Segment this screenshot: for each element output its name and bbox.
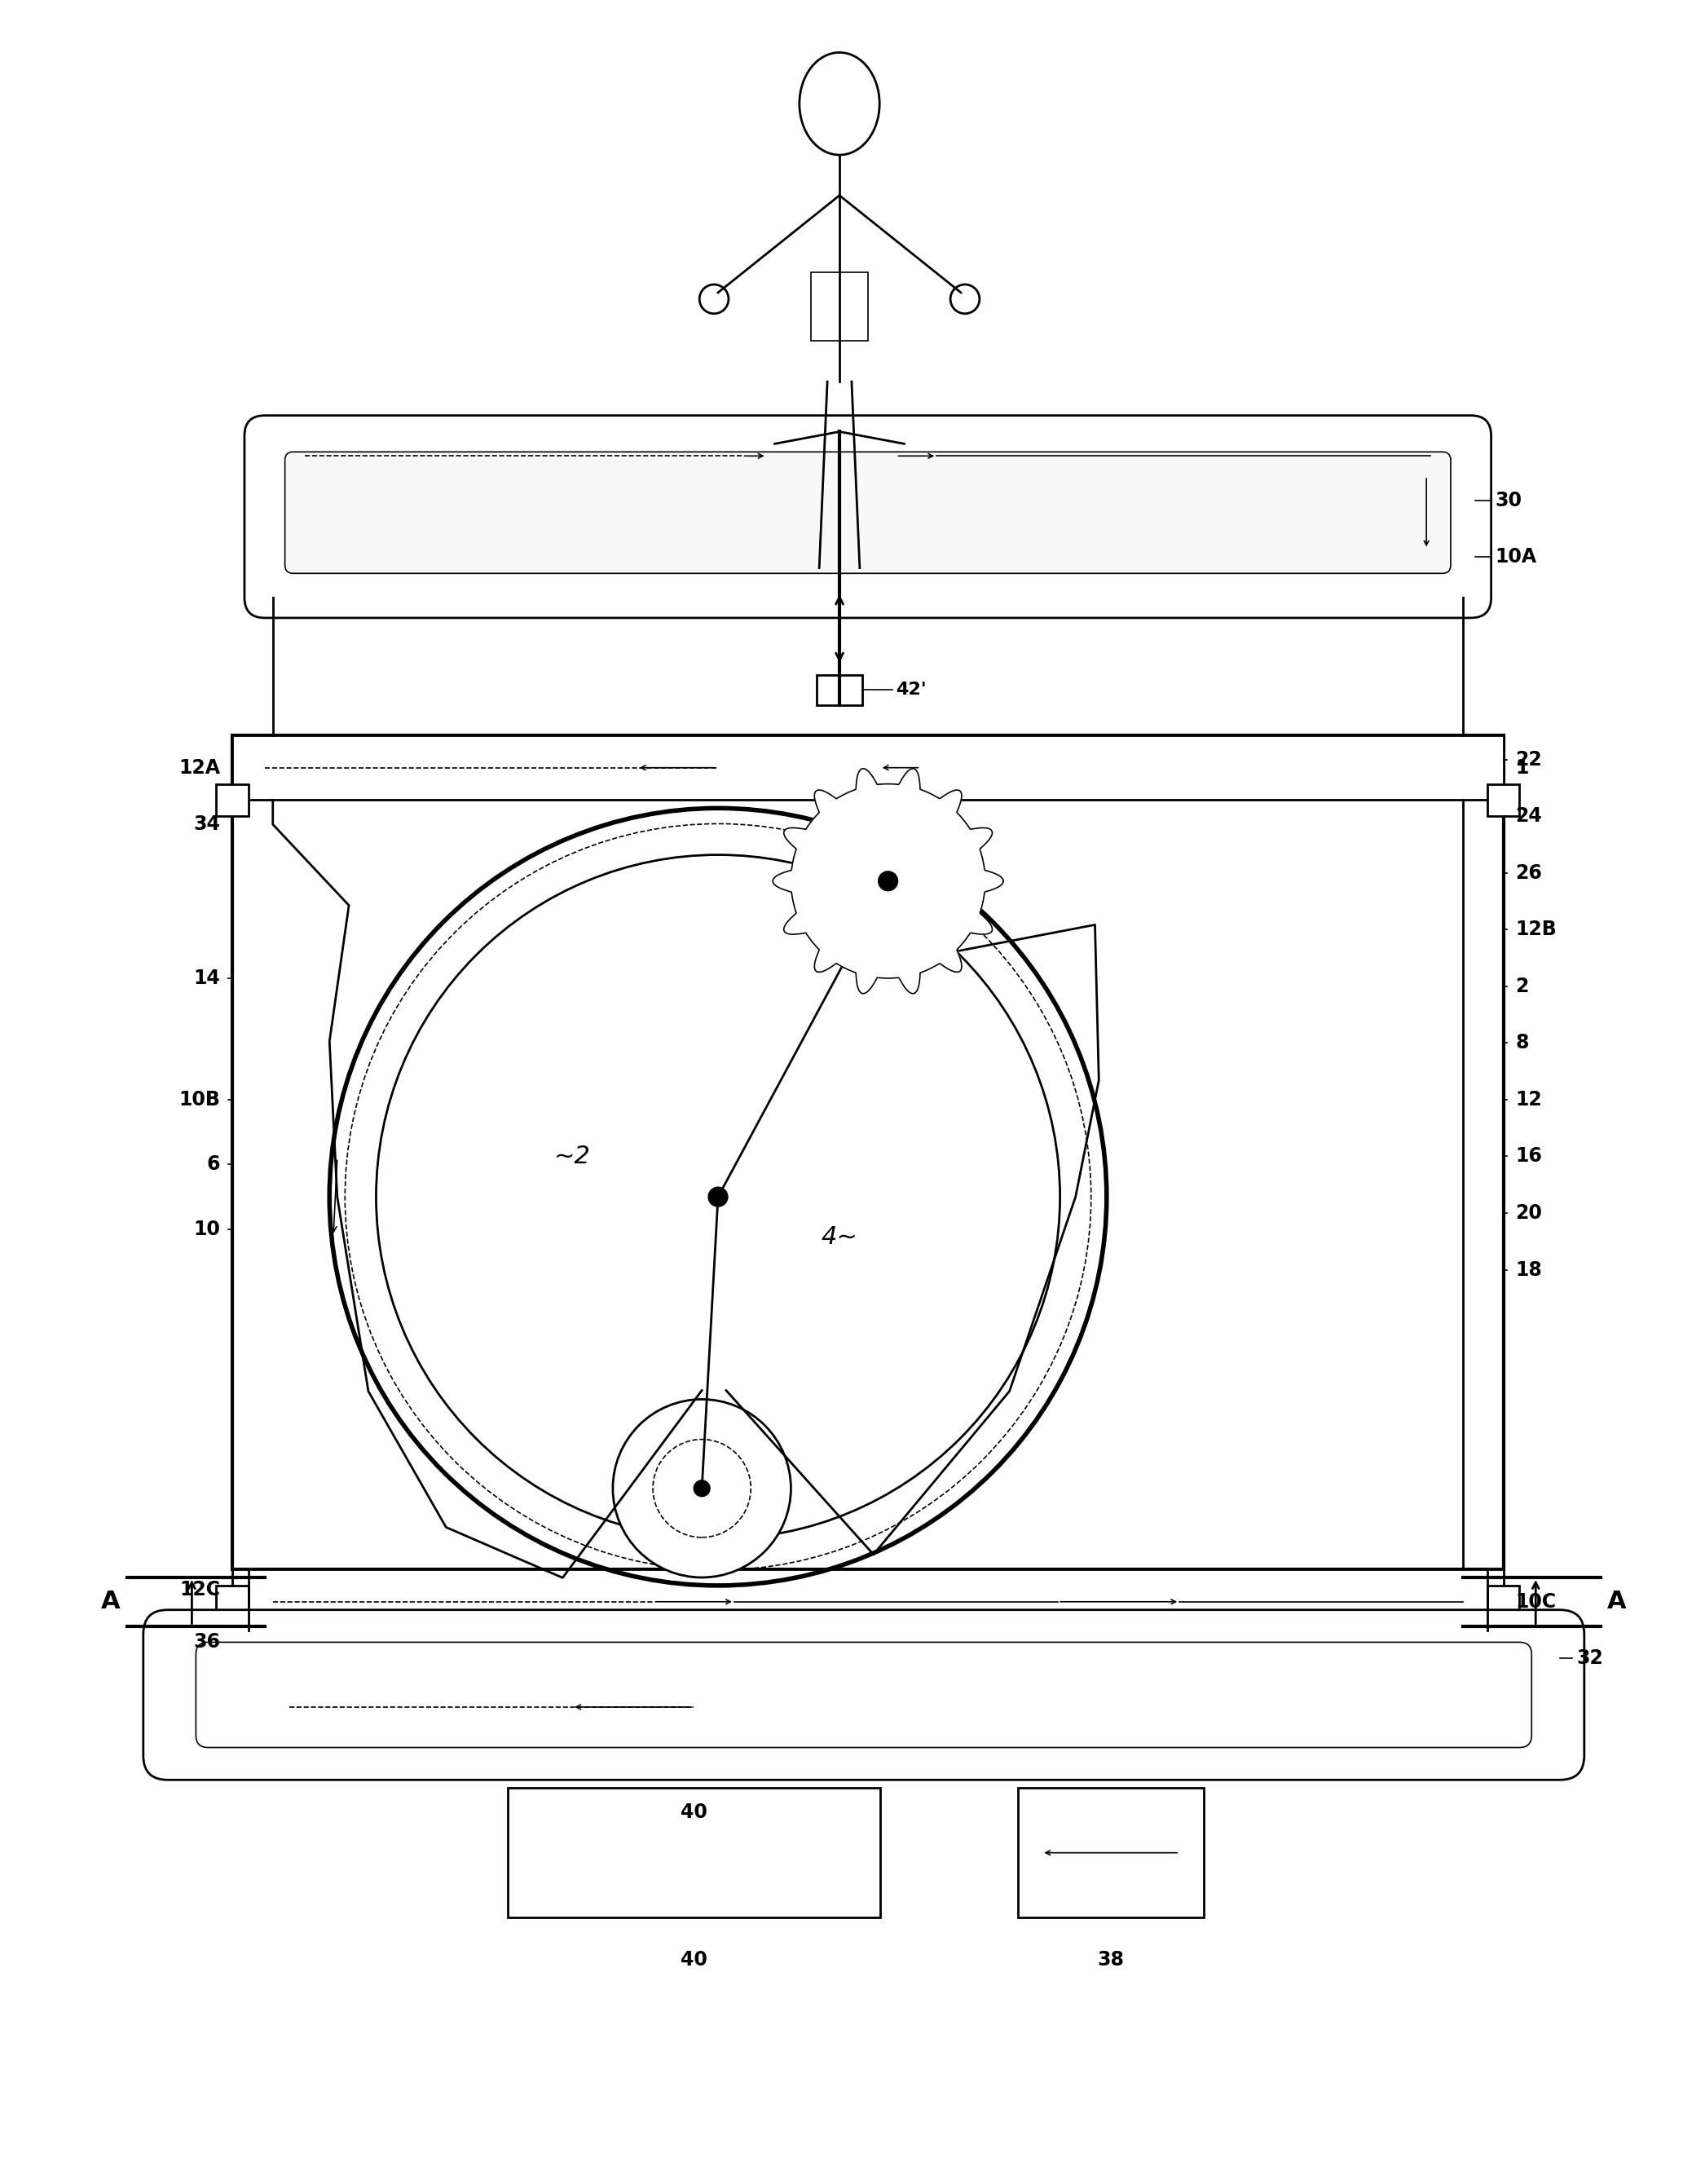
Text: 30: 30 xyxy=(1495,491,1521,511)
Text: 12B: 12B xyxy=(1515,919,1557,939)
Text: 12A: 12A xyxy=(178,758,220,778)
Circle shape xyxy=(709,1188,727,1206)
Text: 22: 22 xyxy=(1515,749,1542,769)
Text: 6: 6 xyxy=(207,1155,220,1175)
Circle shape xyxy=(879,871,897,891)
Circle shape xyxy=(693,1481,710,1496)
Text: 42': 42' xyxy=(895,681,927,697)
Text: 26: 26 xyxy=(1515,863,1542,882)
Text: 10: 10 xyxy=(194,1219,220,1238)
Bar xyxy=(508,1789,880,1918)
Bar xyxy=(215,784,249,817)
Text: 18: 18 xyxy=(1515,1260,1542,1280)
Text: 40: 40 xyxy=(680,1950,707,1970)
Text: 38: 38 xyxy=(1097,1950,1124,1970)
Text: 10A: 10A xyxy=(1495,548,1537,568)
Bar xyxy=(811,273,868,341)
Bar xyxy=(232,1570,1503,1634)
Text: 20: 20 xyxy=(1515,1203,1542,1223)
Text: A: A xyxy=(101,1590,121,1614)
Text: 32: 32 xyxy=(1577,1649,1602,1669)
Text: A: A xyxy=(1607,1590,1626,1614)
Text: 10C: 10C xyxy=(1515,1592,1557,1612)
FancyBboxPatch shape xyxy=(244,415,1491,618)
Bar xyxy=(215,1586,249,1618)
Bar xyxy=(1488,1586,1520,1618)
Bar xyxy=(1488,784,1520,817)
FancyBboxPatch shape xyxy=(284,452,1451,574)
Text: 36: 36 xyxy=(194,1631,220,1651)
Text: 10B: 10B xyxy=(178,1090,220,1109)
Text: 12: 12 xyxy=(1515,1090,1542,1109)
Text: 24: 24 xyxy=(1515,806,1542,826)
Text: 4~: 4~ xyxy=(821,1225,858,1249)
Text: 40: 40 xyxy=(680,1802,707,1821)
Circle shape xyxy=(613,1400,791,1577)
Text: 12C: 12C xyxy=(180,1579,220,1599)
Text: 1: 1 xyxy=(1515,758,1528,778)
FancyBboxPatch shape xyxy=(143,1610,1584,1780)
Text: 14: 14 xyxy=(194,968,220,987)
Text: 16: 16 xyxy=(1515,1147,1542,1166)
Text: 8: 8 xyxy=(1515,1033,1528,1053)
Text: 2: 2 xyxy=(1515,976,1528,996)
Bar xyxy=(232,736,1503,799)
Bar xyxy=(1018,1789,1203,1918)
Text: 34: 34 xyxy=(194,815,220,834)
Text: ~2: ~2 xyxy=(554,1144,591,1168)
Bar xyxy=(232,736,1503,1570)
Polygon shape xyxy=(772,769,1003,994)
Bar xyxy=(816,675,862,705)
